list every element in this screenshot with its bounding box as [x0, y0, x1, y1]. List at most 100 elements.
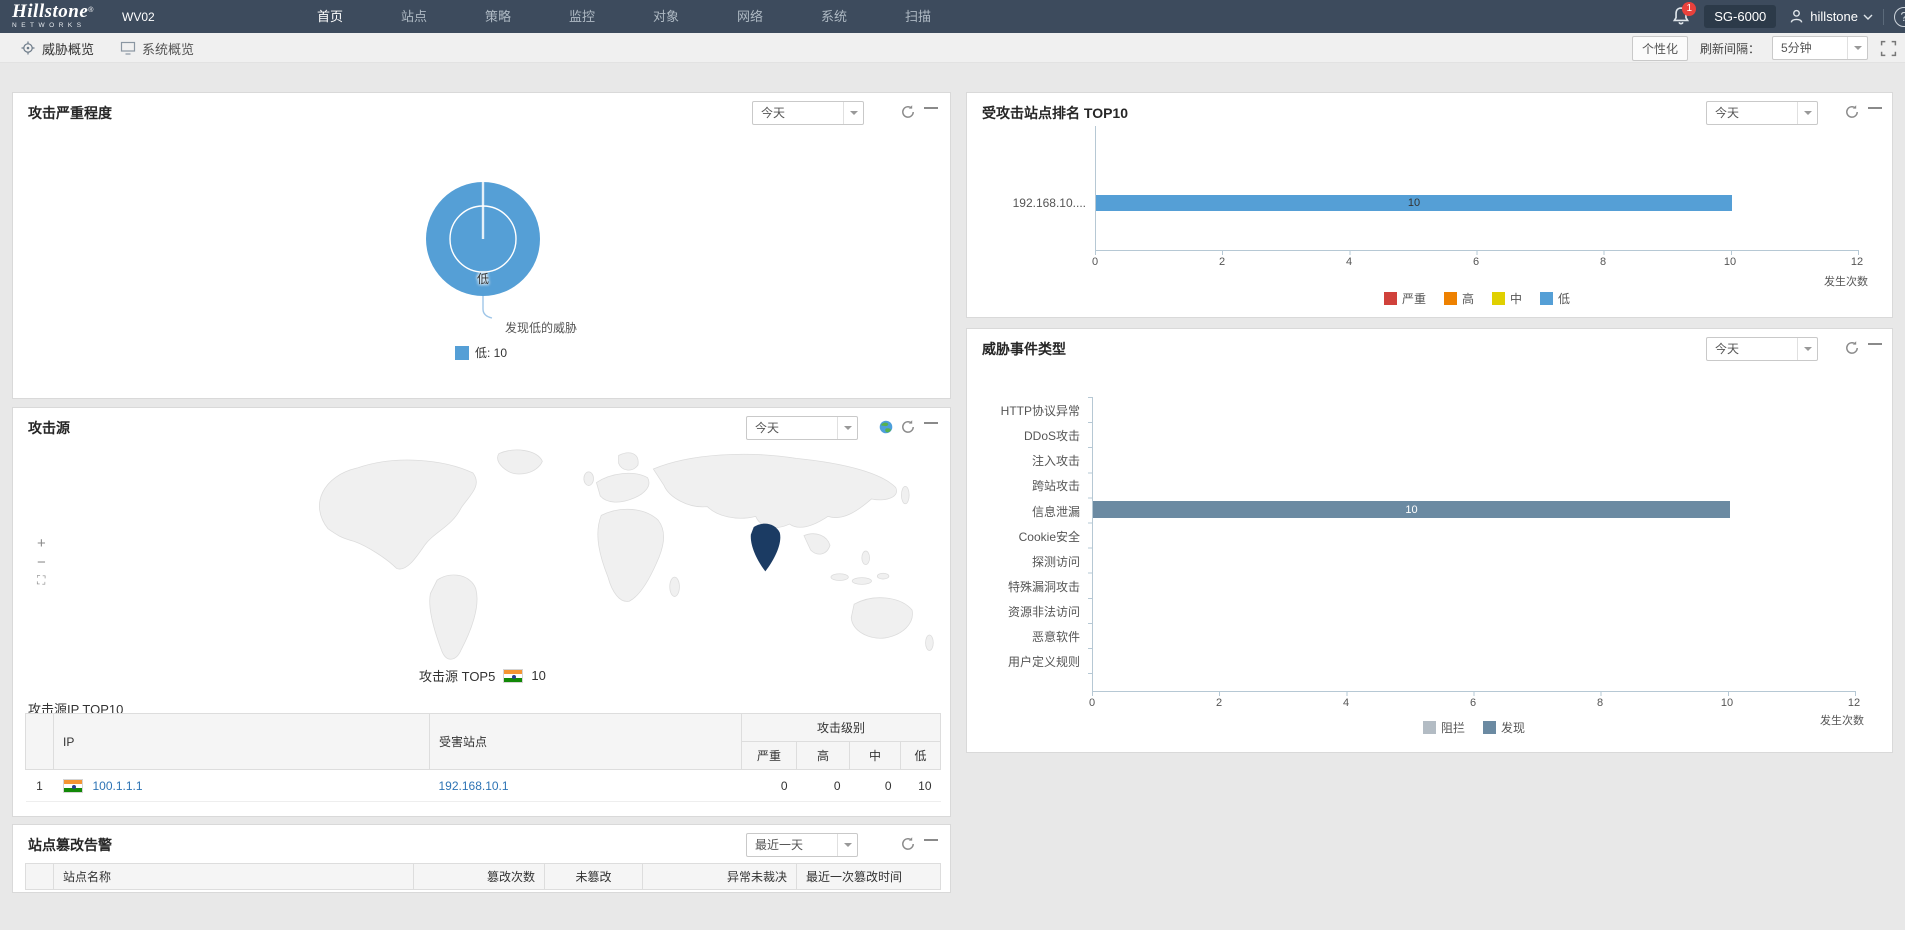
col-low[interactable]: 低 — [901, 742, 941, 770]
menu-item-sites[interactable]: 站点 — [372, 0, 456, 33]
row-rank: 1 — [26, 770, 54, 802]
legend-swatch-blocked — [1423, 721, 1436, 734]
x-tick-label: 4 — [1331, 697, 1361, 709]
col-rank[interactable] — [26, 864, 54, 890]
personalize-button[interactable]: 个性化 — [1632, 36, 1688, 61]
category-label: 跨站攻击 — [967, 477, 1080, 494]
menu-item-objects[interactable]: 对象 — [624, 0, 708, 33]
category-label: Cookie安全 — [967, 528, 1080, 545]
collapse-icon[interactable] — [1868, 343, 1882, 346]
victim-site-link[interactable]: 192.168.10.1 — [439, 779, 509, 793]
y-category-label: 192.168.10.... — [967, 196, 1086, 210]
period-select[interactable]: 今天 — [1706, 101, 1818, 125]
col-ip[interactable]: IP — [54, 714, 430, 770]
refresh-icon[interactable] — [1844, 104, 1860, 120]
refresh-interval-select[interactable]: 5分钟 — [1772, 36, 1868, 60]
col-critical[interactable]: 严重 — [742, 742, 797, 770]
tab-threat-overview[interactable]: 威胁概览 — [20, 39, 94, 58]
count-critical: 0 — [742, 770, 797, 802]
menu-item-scan[interactable]: 扫描 — [876, 0, 960, 33]
user-menu[interactable]: hillstone — [1788, 8, 1873, 25]
collapse-icon[interactable] — [1868, 107, 1882, 110]
source-ip-link[interactable]: 100.1.1.1 — [93, 779, 143, 793]
india-highlight[interactable] — [751, 524, 781, 572]
fullscreen-icon[interactable] — [1880, 40, 1897, 57]
collapse-icon[interactable] — [924, 839, 938, 842]
block-detect-legend[interactable]: 阻拦 发现 — [1092, 719, 1856, 736]
system-overview-icon — [120, 41, 136, 55]
collapse-icon[interactable] — [924, 422, 938, 425]
menu-item-system[interactable]: 系统 — [792, 0, 876, 33]
refresh-icon[interactable] — [900, 836, 916, 852]
x-axis-unit: 发生次数 — [1824, 273, 1868, 289]
refresh-icon[interactable] — [900, 419, 916, 435]
logo-subtext: NETWORKS — [12, 23, 93, 30]
count-medium: 0 — [850, 770, 901, 802]
menu-item-monitor[interactable]: 监控 — [540, 0, 624, 33]
panel-title: 攻击源 — [28, 418, 70, 438]
zoom-out-button[interactable]: − — [37, 555, 46, 570]
severity-legend[interactable]: 严重 高 中 低 — [1095, 290, 1859, 307]
col-high[interactable]: 高 — [797, 742, 850, 770]
refresh-icon[interactable] — [1844, 340, 1860, 356]
menu-item-policy[interactable]: 策略 — [456, 0, 540, 33]
x-tick-label: 10 — [1712, 697, 1742, 709]
col-rank[interactable] — [26, 714, 54, 770]
chevron-down-icon — [837, 834, 857, 856]
donut-legend[interactable]: 低: 10 — [455, 344, 507, 361]
donut-annotation: 发现低的威胁 — [505, 319, 577, 336]
severity-donut-chart[interactable] — [363, 133, 603, 333]
chevron-down-icon — [837, 417, 857, 439]
category-label: 注入攻击 — [967, 452, 1080, 469]
category-label: 特殊漏洞攻击 — [967, 578, 1080, 595]
bar-low[interactable]: 10 — [1096, 195, 1732, 211]
col-unresolved[interactable]: 异常未裁决 — [643, 864, 797, 890]
zoom-reset-button[interactable]: ⛶ — [37, 574, 46, 586]
zoom-in-button[interactable]: + — [37, 536, 46, 551]
panel-attacked-sites-top10: 受攻击站点排名 TOP10 今天 192.168.10.... 10 0 2 4… — [966, 92, 1893, 318]
model-badge[interactable]: SG-6000 — [1704, 5, 1776, 28]
col-site-name[interactable]: 站点名称 — [54, 864, 414, 890]
x-tick-marks — [1095, 250, 1859, 255]
col-medium[interactable]: 中 — [850, 742, 901, 770]
period-select[interactable]: 今天 — [746, 416, 858, 440]
chevron-down-icon — [1863, 13, 1873, 21]
period-select[interactable]: 今天 — [1706, 337, 1818, 361]
tab-system-overview-label: 系统概览 — [142, 39, 194, 58]
main-menu: 首页 站点 策略 监控 对象 网络 系统 扫描 — [288, 0, 960, 33]
menu-item-network[interactable]: 网络 — [708, 0, 792, 33]
legend-label-high: 高 — [1462, 290, 1474, 307]
period-value: 今天 — [747, 417, 837, 439]
navbar-right: 1 SG-6000 hillstone ? — [1670, 0, 1905, 33]
period-select[interactable]: 最近一天 — [746, 833, 858, 857]
tab-system-overview[interactable]: 系统概览 — [120, 39, 194, 58]
refresh-icon[interactable] — [900, 104, 916, 120]
india-flag-icon — [63, 779, 83, 793]
help-icon[interactable]: ? — [1894, 7, 1905, 27]
x-tick-label: 0 — [1077, 697, 1107, 709]
attack-source-ip-table: IP 受害站点 攻击级别 严重 高 中 低 1 100.1.1.1 192.16… — [25, 713, 941, 802]
x-tick-label: 2 — [1204, 697, 1234, 709]
logo-text: Hillstone — [12, 1, 88, 22]
period-value: 今天 — [753, 102, 843, 124]
attack-source-top5: 攻击源 TOP5 10 — [419, 666, 546, 685]
map-view-toggle-icon[interactable] — [878, 419, 894, 435]
col-tamper-count[interactable]: 篡改次数 — [414, 864, 545, 890]
top5-label: 攻击源 TOP5 — [419, 666, 495, 685]
col-attack-level[interactable]: 攻击级别 — [742, 714, 941, 742]
bar-info-leak[interactable]: 10 — [1093, 501, 1730, 518]
col-not-tampered[interactable]: 未篡改 — [545, 864, 643, 890]
col-last-tamper-time[interactable]: 最近一次篡改时间 — [797, 864, 941, 890]
username: hillstone — [1810, 9, 1858, 24]
category-label: 用户定义规则 — [967, 653, 1080, 670]
notification-bell[interactable]: 1 — [1670, 4, 1696, 30]
table-row: 1 100.1.1.1 192.168.10.1 0 0 0 10 — [26, 770, 941, 802]
x-tick-label: 8 — [1588, 256, 1618, 268]
category-label: 探测访问 — [967, 553, 1080, 570]
x-tick-label: 6 — [1461, 256, 1491, 268]
menu-item-home[interactable]: 首页 — [288, 0, 372, 33]
period-select[interactable]: 今天 — [752, 101, 864, 125]
collapse-icon[interactable] — [924, 107, 938, 110]
col-victim[interactable]: 受害站点 — [430, 714, 742, 770]
world-map[interactable] — [263, 442, 953, 664]
